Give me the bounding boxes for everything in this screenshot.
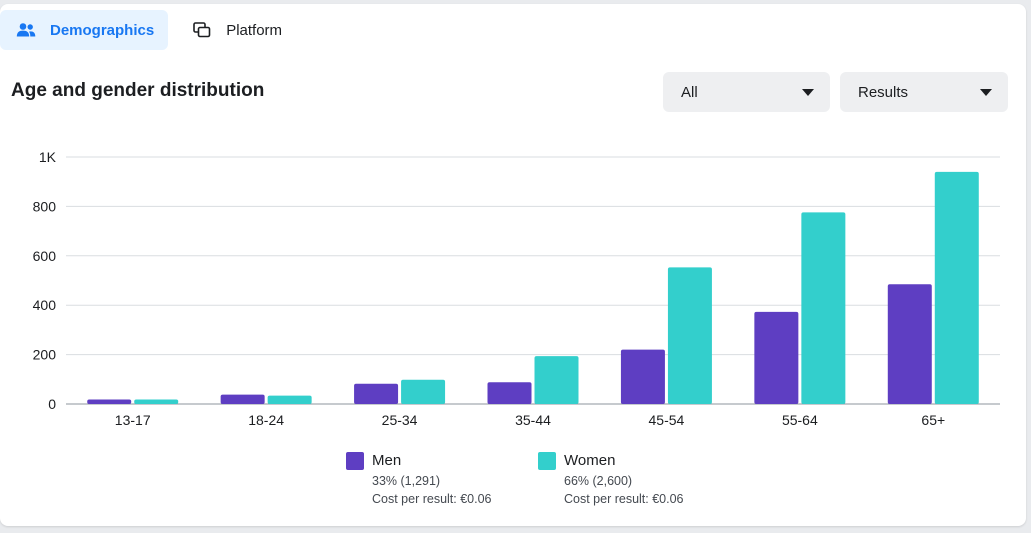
audience-dropdown-value: All (681, 83, 698, 101)
y-tick-label: 400 (33, 297, 57, 313)
tab-platform[interactable]: Platform (176, 10, 296, 50)
bar-women-25-34 (401, 379, 446, 404)
people-icon (16, 22, 36, 38)
tab-platform-label: Platform (226, 21, 283, 39)
y-tick-label: 200 (33, 347, 57, 363)
bar-women-13-17 (134, 399, 179, 404)
legend-label-women: Women (564, 452, 616, 469)
tab-bar: Demographics Platform (0, 10, 296, 50)
bar-men-65+ (887, 284, 932, 404)
y-tick-label: 0 (48, 396, 56, 412)
section-title: Age and gender distribution (11, 80, 265, 101)
y-tick-label: 800 (33, 198, 57, 214)
bar-women-65+ (934, 171, 979, 404)
bar-men-55-64 (754, 311, 799, 404)
x-tick-label: 55-64 (782, 412, 818, 428)
y-tick-label: 1K (39, 149, 57, 165)
bar-men-13-17 (87, 399, 132, 404)
legend-share-women: 66% (2,600) (564, 474, 633, 488)
x-tick-label: 25-34 (382, 412, 418, 428)
caret-down-icon (980, 88, 992, 96)
legend-cost-men: Cost per result: €0.06 (372, 492, 492, 506)
tab-demographics-label: Demographics (50, 21, 155, 39)
metric-dropdown[interactable]: Results (840, 72, 1008, 112)
x-tick-label: 13-17 (115, 412, 151, 428)
x-tick-label: 35-44 (515, 412, 551, 428)
caret-down-icon (802, 88, 814, 96)
platform-icon (192, 21, 212, 39)
bar-men-25-34 (354, 383, 399, 404)
legend-label-men: Men (372, 452, 402, 469)
bar-men-45-54 (620, 349, 665, 404)
bar-women-55-64 (801, 212, 846, 404)
legend-cost-women: Cost per result: €0.06 (564, 492, 684, 506)
legend-swatch-men (346, 452, 364, 470)
legend-swatch-women (538, 452, 556, 470)
bar-women-35-44 (534, 356, 579, 404)
legend-share-men: 33% (1,291) (372, 474, 441, 488)
x-tick-label: 18-24 (248, 412, 284, 428)
bar-men-35-44 (487, 382, 532, 404)
bar-men-18-24 (220, 394, 265, 404)
metric-dropdown-value: Results (858, 83, 909, 101)
bar-women-45-54 (667, 267, 712, 404)
x-tick-label: 45-54 (649, 412, 685, 428)
bar-women-18-24 (267, 395, 312, 404)
tab-demographics[interactable]: Demographics (0, 10, 169, 50)
y-tick-label: 600 (33, 248, 57, 264)
x-tick-label: 65+ (921, 412, 945, 428)
audience-dropdown[interactable]: All (663, 72, 830, 112)
